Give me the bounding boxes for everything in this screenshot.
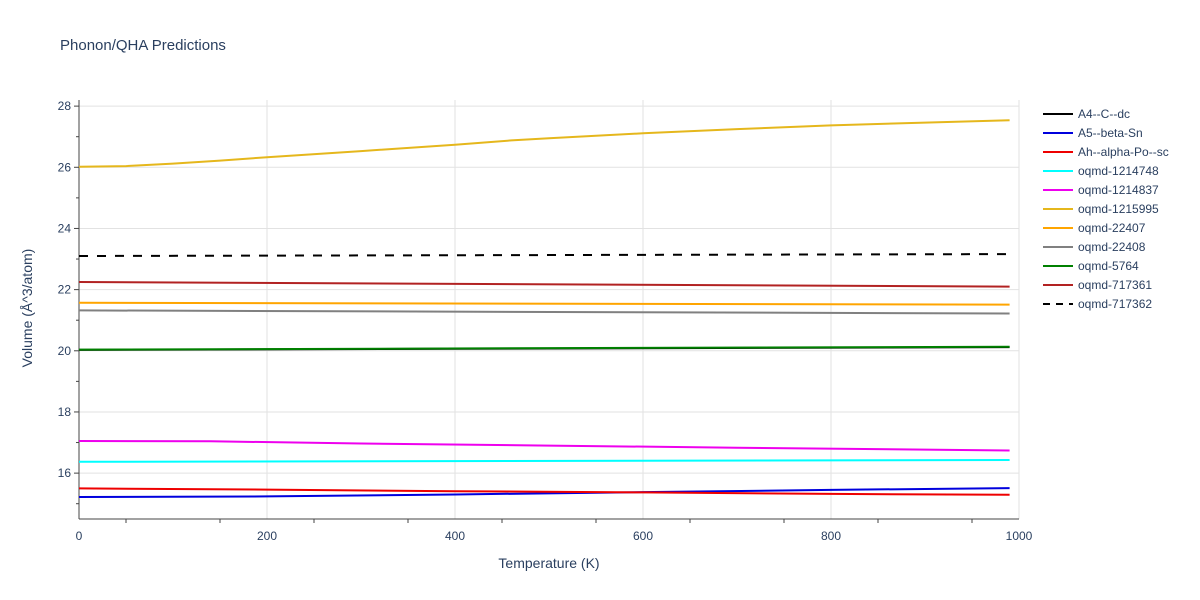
y-tick-label: 28 bbox=[58, 99, 72, 113]
series-line-10 bbox=[78, 281, 1010, 288]
legend: A4--C--dc A5--beta-Sn Ah--alpha-Po--sc oqmd… bbox=[1043, 107, 1169, 311]
series-line-2 bbox=[78, 487, 1010, 498]
series-line-6 bbox=[78, 119, 1010, 168]
series-line-3 bbox=[78, 487, 1010, 496]
x-tick-label: 600 bbox=[633, 529, 653, 543]
series-line-9 bbox=[78, 345, 1010, 351]
legend-label: oqmd-1214837 bbox=[1078, 183, 1159, 197]
series-line-7 bbox=[78, 301, 1010, 306]
y-tick-label: 20 bbox=[58, 344, 72, 358]
x-tick-label: 0 bbox=[76, 529, 83, 543]
legend-label: oqmd-717361 bbox=[1078, 278, 1152, 292]
legend-label: oqmd-1214748 bbox=[1078, 164, 1159, 178]
legend-label: oqmd-717362 bbox=[1078, 297, 1152, 311]
x-tick-label: 800 bbox=[821, 529, 841, 543]
legend-label: oqmd-22408 bbox=[1078, 240, 1146, 254]
gridlines bbox=[79, 100, 1020, 519]
legend-label: Ah--alpha-Po--sc bbox=[1078, 145, 1169, 159]
y-tick-label: 26 bbox=[58, 160, 72, 174]
y-tick-label: 24 bbox=[58, 221, 72, 235]
x-tick-label: 400 bbox=[445, 529, 465, 543]
series-line-8 bbox=[78, 309, 1010, 315]
legend-label: oqmd-5764 bbox=[1078, 259, 1139, 273]
y-tick-label: 16 bbox=[58, 466, 72, 480]
axes bbox=[74, 100, 1019, 523]
series-line-11 bbox=[78, 253, 1010, 257]
y-tick-label: 22 bbox=[58, 283, 72, 297]
plot-series bbox=[78, 119, 1010, 498]
legend-label: oqmd-22407 bbox=[1078, 221, 1146, 235]
x-tick-label: 200 bbox=[257, 529, 277, 543]
legend-label: A4--C--dc bbox=[1078, 107, 1130, 121]
series-line-4 bbox=[78, 459, 1010, 463]
y-tick-label: 18 bbox=[58, 405, 72, 419]
tick-labels: 0 200 400 600 800 1000 16 18 20 22 24 26 28 bbox=[58, 99, 1033, 543]
x-tick-label: 1000 bbox=[1006, 529, 1033, 543]
chart-title: Phonon/QHA Predictions bbox=[60, 37, 226, 54]
series-line-5 bbox=[78, 440, 1010, 452]
legend-label: oqmd-1215995 bbox=[1078, 202, 1159, 216]
legend-label: A5--beta-Sn bbox=[1078, 126, 1143, 140]
y-axis-title: Volume (Å^3/atom) bbox=[19, 249, 35, 368]
x-axis-title: Temperature (K) bbox=[498, 555, 599, 571]
